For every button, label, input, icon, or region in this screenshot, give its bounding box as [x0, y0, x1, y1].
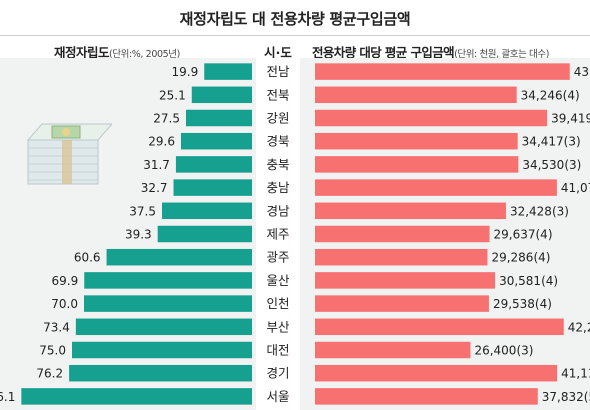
- vehicle-price-bar: [315, 364, 558, 382]
- vehicle-price-label: 42,241(4): [568, 320, 590, 334]
- fiscal-bar: [173, 179, 252, 196]
- money-stack-icon: [26, 123, 112, 185]
- vehicle-price-bar: [315, 341, 471, 359]
- left-header: 재정자립도(단위:%, 2005년): [54, 42, 180, 61]
- category-label: 강원: [266, 111, 289, 126]
- fiscal-bar-label: 25.1: [159, 88, 186, 102]
- fiscal-bar: [191, 86, 252, 104]
- fiscal-bar-label: 19.9: [172, 65, 199, 79]
- vehicle-price-bar: [315, 248, 488, 266]
- category-label: 경기: [266, 366, 289, 381]
- fiscal-bar: [84, 272, 253, 289]
- vehicle-price-bar: [315, 63, 570, 80]
- vehicle-price-label: 30,581(4): [499, 274, 558, 288]
- category-label: 전남: [266, 64, 290, 79]
- vehicle-price-label: 39,419(4): [551, 112, 590, 126]
- category-label: 서울: [266, 389, 289, 404]
- vehicle-price-bar: [315, 318, 564, 336]
- category-label: 부산: [266, 319, 290, 334]
- fiscal-bar: [72, 341, 252, 359]
- fiscal-bar: [186, 109, 252, 127]
- category-label: 전북: [266, 87, 289, 102]
- category-label: 울산: [266, 273, 290, 288]
- fiscal-bar: [180, 132, 252, 150]
- fiscal-bar-label: 96.1: [0, 390, 15, 404]
- vehicle-price-label: 34,246(4): [521, 88, 580, 102]
- fiscal-bar: [175, 156, 252, 173]
- fiscal-bar-label: 73.4: [43, 320, 70, 334]
- vehicle-price-bar: [315, 388, 538, 405]
- category-label: 인천: [266, 296, 289, 311]
- vehicle-price-bar: [315, 202, 506, 220]
- fiscal-bar-label: 32.7: [141, 181, 168, 195]
- fiscal-bar-label: 29.6: [148, 135, 175, 149]
- vehicle-price-label: 41,077(4): [561, 181, 590, 195]
- vehicle-price-bar: [315, 156, 519, 173]
- vehicle-price-label: 32,428(3): [510, 204, 569, 218]
- vehicle-price-label: 41,113(5): [561, 367, 590, 381]
- vehicle-price-label: 34,530(3): [522, 158, 581, 172]
- fiscal-bar: [162, 202, 252, 220]
- vehicle-price-label: 26,400(3): [474, 344, 533, 358]
- category-label: 광주: [266, 250, 289, 265]
- right-header-unit: (단위: 천원, 괄호는 대수): [454, 49, 550, 60]
- fiscal-bar-label: 69.9: [52, 274, 79, 288]
- vehicle-price-label: 43,258(4): [574, 65, 590, 79]
- right-header: 전용차량 대당 평균 구입금액(단위: 천원, 괄호는 대수): [312, 42, 549, 61]
- vehicle-price-bar: [315, 86, 517, 104]
- title-divider: [0, 35, 590, 36]
- vehicle-price-bar: [315, 225, 490, 243]
- left-header-label: 재정자립도: [54, 45, 110, 60]
- vehicle-price-label: 29,286(4): [491, 251, 550, 265]
- fiscal-bar-label: 27.5: [153, 112, 180, 126]
- category-label: 제주: [266, 227, 289, 242]
- fiscal-bar-label: 39.3: [125, 228, 152, 242]
- category-label: 대전: [266, 343, 289, 358]
- fiscal-bar: [75, 318, 252, 336]
- vehicle-price-bar: [315, 272, 496, 289]
- fiscal-bar-label: 70.0: [51, 297, 78, 311]
- vehicle-price-label: 37,832(5): [542, 390, 590, 404]
- fiscal-bar: [157, 225, 252, 243]
- fiscal-bar: [84, 295, 252, 312]
- vehicle-price-bar: [315, 109, 548, 127]
- center-header: 시·도: [264, 45, 292, 60]
- fiscal-bar-label: 75.0: [39, 344, 66, 358]
- right-header-label: 전용차량 대당 평균 구입금액: [312, 45, 455, 60]
- fiscal-bar-label: 37.5: [129, 204, 156, 218]
- fiscal-bar: [106, 248, 252, 266]
- fiscal-bar-label: 31.7: [143, 158, 170, 172]
- chart-title: 재정자립도 대 전용차량 평균구입금액: [179, 10, 411, 28]
- fiscal-bar: [204, 63, 252, 80]
- category-label: 충남: [266, 180, 290, 195]
- vehicle-price-label: 29,538(4): [493, 297, 552, 311]
- vehicle-price-bar: [315, 179, 557, 196]
- vehicle-price-bar: [315, 132, 518, 150]
- center-band: [258, 58, 298, 410]
- left-header-unit: (단위:%, 2005년): [109, 49, 180, 60]
- category-label: 경북: [266, 134, 289, 149]
- vehicle-price-bar: [315, 295, 489, 312]
- category-label: 충북: [266, 157, 289, 172]
- vehicle-price-label: 34,417(3): [522, 135, 581, 149]
- fiscal-bar-label: 60.6: [74, 251, 101, 265]
- fiscal-bar: [21, 388, 252, 405]
- vehicle-price-label: 29,637(4): [494, 228, 553, 242]
- category-label: 경남: [266, 203, 290, 218]
- fiscal-bar: [69, 364, 253, 382]
- fiscal-bar-label: 76.2: [36, 367, 63, 381]
